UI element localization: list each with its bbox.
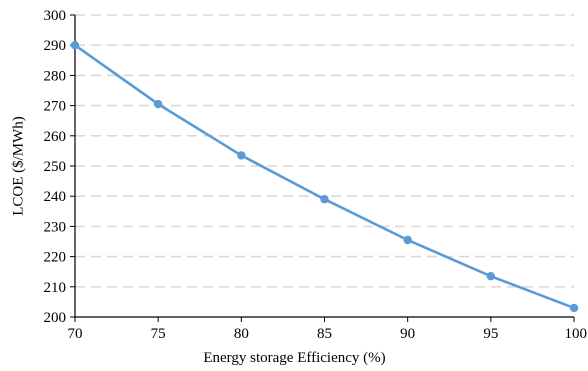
y-tick-label-270: 270 bbox=[44, 99, 67, 115]
grid-layer bbox=[75, 14, 574, 288]
x-axis-title: Energy storage Efficiency (%) bbox=[203, 350, 385, 366]
x-tick-label-85: 85 bbox=[317, 326, 332, 342]
x-tick-label-70: 70 bbox=[68, 326, 83, 342]
x-tick-label-75: 75 bbox=[151, 326, 166, 342]
data-point-95 bbox=[486, 272, 496, 281]
x-tick-label-90: 90 bbox=[400, 326, 415, 342]
y-tick-label-240: 240 bbox=[44, 189, 67, 205]
series-layer bbox=[70, 41, 579, 313]
x-tick-label-95: 95 bbox=[483, 326, 498, 342]
y-tick-label-250: 250 bbox=[44, 159, 67, 175]
data-point-75 bbox=[153, 99, 163, 109]
data-point-90 bbox=[403, 235, 412, 245]
series-line-0 bbox=[73, 43, 576, 310]
x-tick-label-100: 100 bbox=[565, 326, 588, 342]
data-point-70 bbox=[70, 41, 80, 50]
x-tick-label-80: 80 bbox=[234, 326, 249, 342]
y-tick-label-300: 300 bbox=[44, 8, 67, 24]
y-tick-label-280: 280 bbox=[44, 68, 67, 84]
data-point-85 bbox=[320, 195, 329, 204]
y-tick-label-290: 290 bbox=[44, 38, 67, 54]
axis-layer: 200 210 220 230 240 250 260 270 280 290 300 70 75 80 8… bbox=[44, 8, 588, 342]
y-tick-label-260: 260 bbox=[44, 129, 67, 145]
data-point-100 bbox=[569, 303, 579, 313]
y-tick-label-200: 200 bbox=[44, 310, 67, 326]
data-point-80 bbox=[237, 151, 246, 160]
y-tick-label-210: 210 bbox=[44, 280, 67, 296]
y-tick-label-220: 220 bbox=[44, 250, 67, 266]
y-axis-title: LCOE ($/MWh) bbox=[10, 116, 26, 216]
y-tick-label-230: 230 bbox=[44, 219, 67, 235]
